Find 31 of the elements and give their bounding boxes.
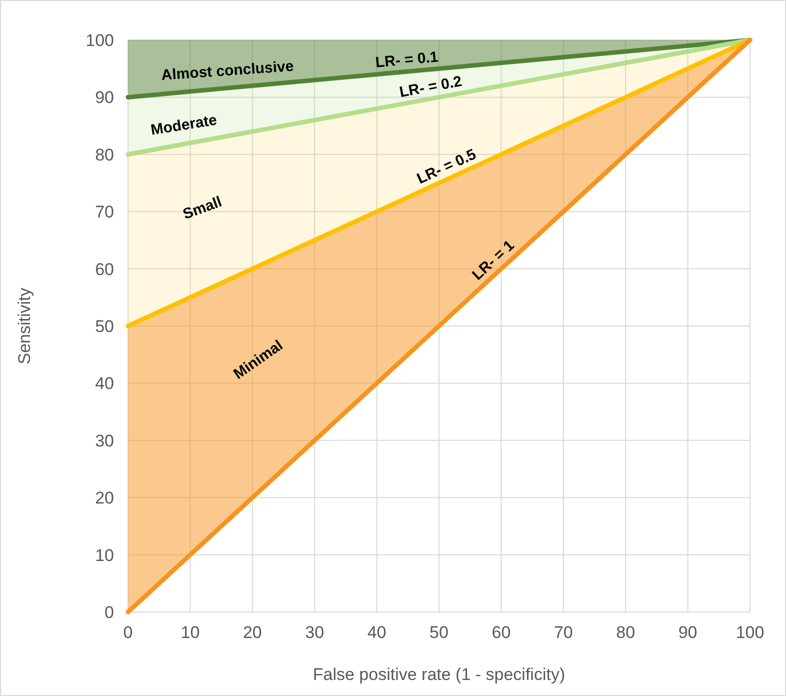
y-tick-label: 40 xyxy=(95,374,114,394)
y-axis-title: Sensitivity xyxy=(15,287,34,364)
x-tick-label: 10 xyxy=(180,623,200,642)
y-tick-label: 70 xyxy=(95,202,114,222)
y-tick-label: 80 xyxy=(95,145,114,164)
x-tick-label: 70 xyxy=(554,623,573,642)
y-tick-label: 20 xyxy=(95,488,114,508)
y-tick-label: 30 xyxy=(95,431,114,450)
y-tick-label: 50 xyxy=(95,316,114,336)
text: LR- = 0.5 xyxy=(414,146,479,188)
text: LR- = 0.2 xyxy=(398,72,464,102)
y-tick-label: 100 xyxy=(86,30,114,50)
x-tick-label: 30 xyxy=(305,623,324,642)
y-tick-label: 60 xyxy=(95,260,114,279)
x-axis-title: False positive rate (1 - specificity) xyxy=(312,665,566,684)
y-tick-label: 10 xyxy=(95,546,114,565)
text: LR- = 1 xyxy=(469,237,518,284)
x-tick-label: 60 xyxy=(492,623,511,642)
x-tick-label: 80 xyxy=(616,623,636,642)
annotation: Small xyxy=(180,193,224,224)
x-tick-label: 90 xyxy=(678,623,698,642)
x-tick-label: 100 xyxy=(736,623,764,642)
y-tick-label: 0 xyxy=(104,602,114,622)
x-tick-label: 20 xyxy=(242,623,262,642)
annotation: Almost conclusive xyxy=(160,58,294,84)
x-tick-label: 50 xyxy=(430,623,448,642)
y-tick-label: 90 xyxy=(95,88,114,108)
text: LR- = 0.1 xyxy=(374,48,439,72)
x-tick-label: 40 xyxy=(367,623,386,642)
x-tick-label: 0 xyxy=(123,623,133,642)
annotation: Moderate xyxy=(150,112,218,139)
